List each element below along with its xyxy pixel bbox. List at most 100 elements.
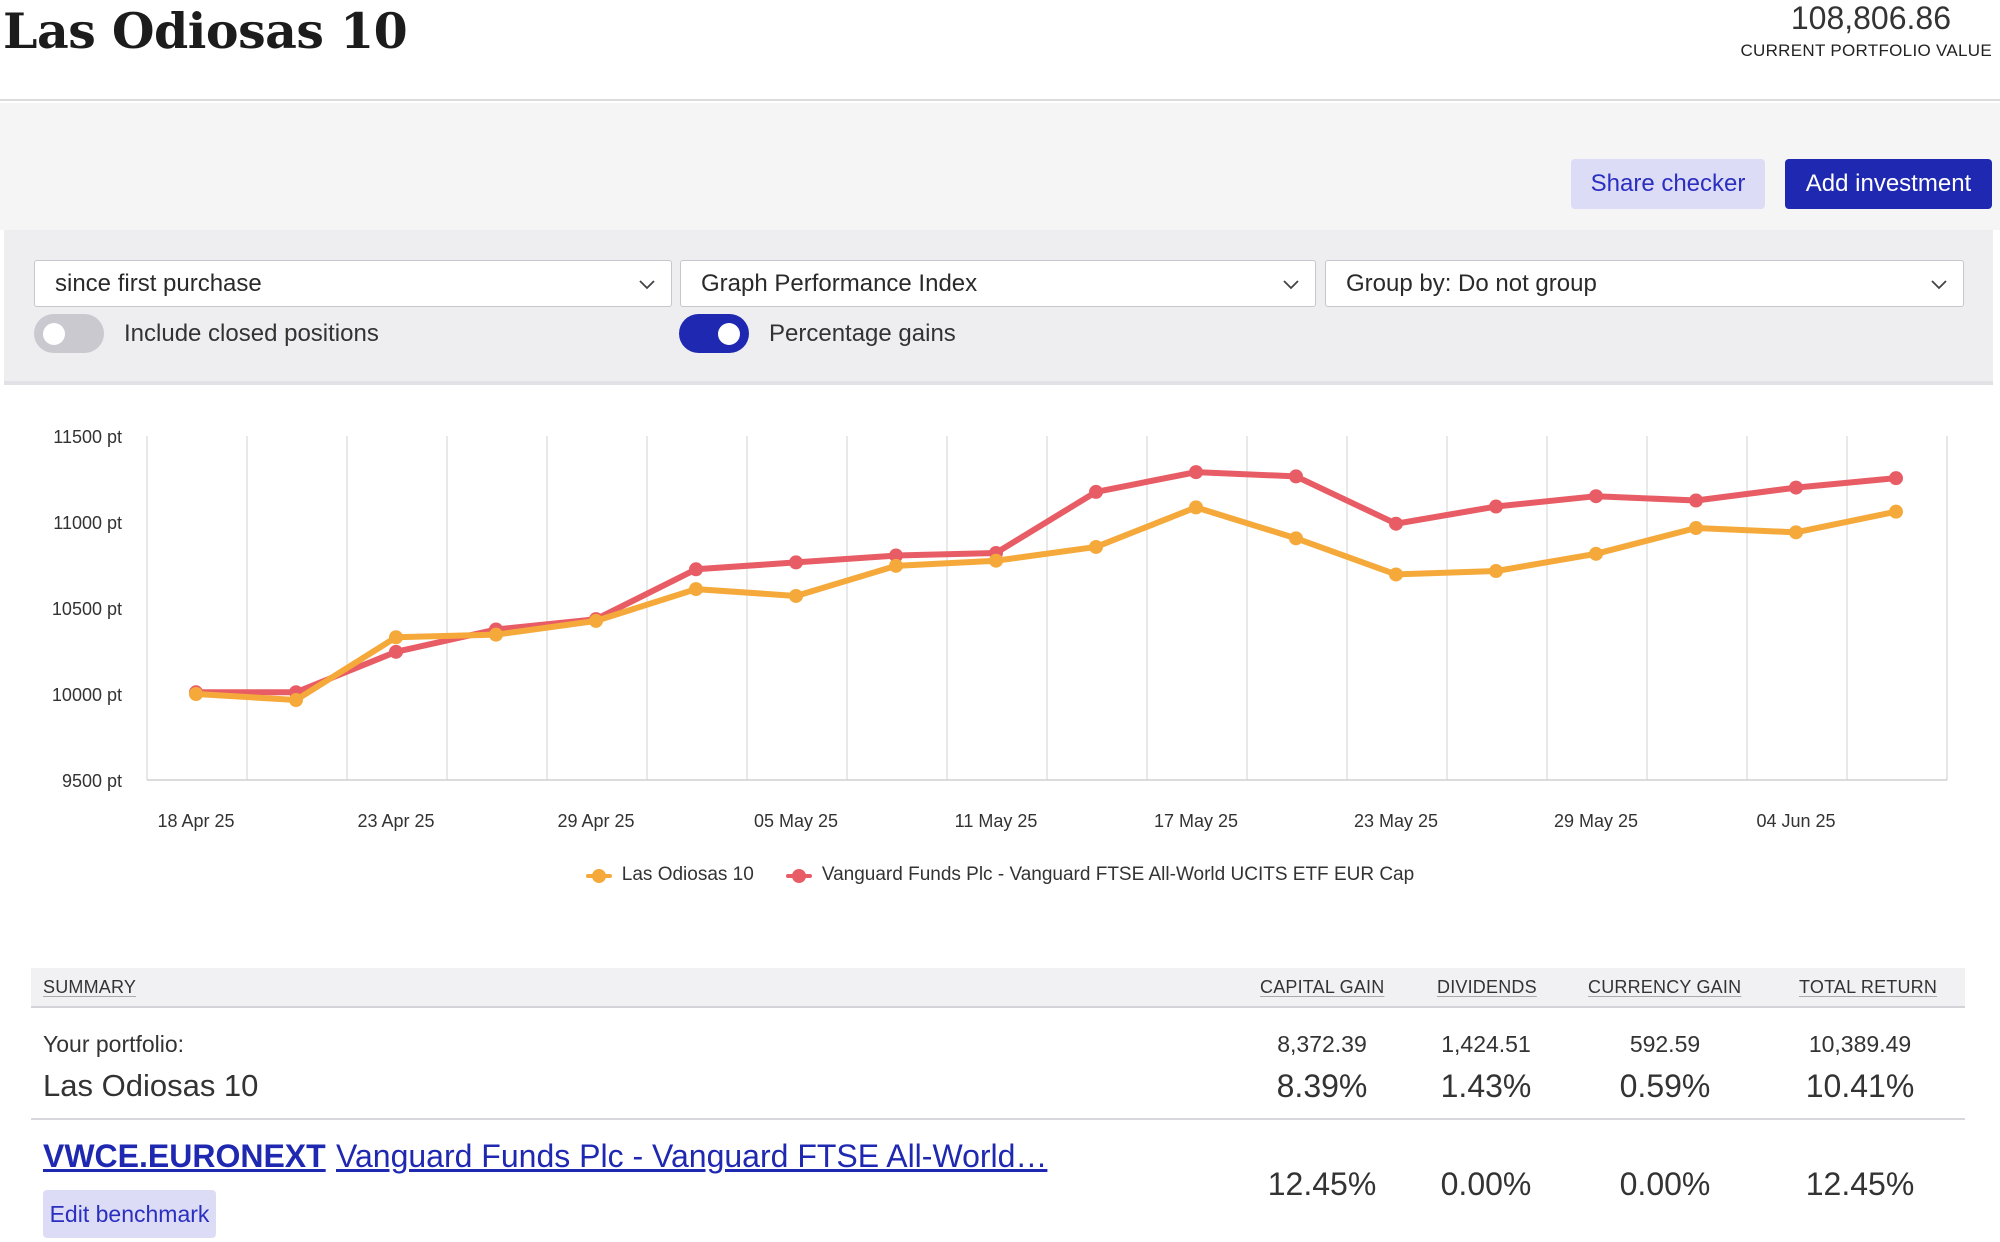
legend-item-portfolio[interactable]: Las Odiosas 10	[585, 864, 754, 886]
x-tick-label: 29 Apr 25	[557, 811, 634, 831]
header-capital-gain[interactable]: CAPITAL GAIN	[1260, 977, 1385, 997]
data-point	[1489, 564, 1503, 579]
group-by-select[interactable]: Group by: Do not group	[1325, 260, 1964, 307]
series-line-1	[193, 469, 1899, 696]
data-point	[689, 582, 703, 597]
data-point	[1889, 471, 1903, 486]
data-point	[689, 562, 703, 577]
data-point	[189, 687, 203, 701]
series-line-0	[193, 504, 1899, 704]
benchmark-dividends-pct: 0.00%	[1440, 1166, 1532, 1202]
data-point	[1889, 504, 1903, 519]
data-point	[1589, 546, 1603, 561]
chevron-down-icon	[1283, 280, 1299, 290]
data-point	[1189, 465, 1203, 480]
header-currency-gain[interactable]: CURRENCY GAIN	[1588, 977, 1742, 997]
legend-label: Vanguard Funds Plc - Vanguard FTSE All-W…	[821, 864, 1415, 885]
legend-marker	[585, 868, 612, 883]
data-point	[1389, 567, 1403, 582]
toggle-knob	[43, 323, 65, 345]
benchmark-name-link[interactable]: Vanguard Funds Plc - Vanguard FTSE All-W…	[336, 1138, 1048, 1174]
header-summary[interactable]: SUMMARY	[43, 977, 137, 997]
data-point	[1789, 525, 1803, 540]
y-tick-label: 9500 pt	[62, 771, 122, 791]
data-point	[1289, 469, 1303, 484]
data-point	[489, 627, 503, 642]
y-tick-label: 10000 pt	[52, 685, 122, 705]
benchmark-currency-gain-pct: 0.00%	[1619, 1166, 1711, 1202]
group-by-select-value: Group by: Do not group	[1346, 269, 1597, 297]
x-tick-label: 17 May 25	[1154, 811, 1238, 831]
percentage-gains-label: Percentage gains	[769, 320, 956, 347]
x-tick-label: 18 Apr 25	[157, 811, 234, 831]
currency-gain-value: 592.59	[1629, 1031, 1701, 1057]
percentage-gains-toggle[interactable]	[679, 314, 749, 353]
summary-table: SUMMARY CAPITAL GAIN DIVIDENDS CURRENCY …	[31, 968, 1965, 1242]
x-tick-label: 29 May 25	[1554, 811, 1638, 831]
graph-type-select-value: Graph Performance Index	[701, 269, 978, 297]
chevron-down-icon	[639, 280, 655, 290]
x-tick-label: 05 May 25	[754, 811, 838, 831]
add-investment-button[interactable]: Add investment	[1785, 159, 1992, 209]
data-point	[389, 644, 403, 659]
data-point	[389, 630, 403, 645]
legend-item-benchmark[interactable]: Vanguard Funds Plc - Vanguard FTSE All-W…	[785, 864, 1415, 886]
y-tick-label: 10500 pt	[52, 599, 122, 619]
dividends-value: 1,424.51	[1441, 1031, 1531, 1057]
y-tick-label: 11000 pt	[53, 513, 122, 533]
data-point	[1389, 516, 1403, 531]
edit-benchmark-button[interactable]: Edit benchmark	[43, 1190, 216, 1238]
legend-marker	[785, 868, 812, 883]
x-tick-label: 23 Apr 25	[357, 811, 434, 831]
data-point	[1689, 521, 1703, 536]
portfolio-row-label: Your portfolio:	[43, 1031, 185, 1057]
data-point	[889, 558, 903, 573]
page-title: Las Odiosas 10	[3, 2, 408, 60]
portfolio-value: 108,806.86	[1790, 0, 1951, 36]
portfolio-value-label: CURRENT PORTFOLIO VALUE	[1740, 41, 1992, 60]
period-select[interactable]: since first purchase	[34, 260, 672, 307]
data-point	[1089, 484, 1103, 499]
y-tick-label: 11500 pt	[53, 427, 122, 447]
data-point	[1189, 500, 1203, 515]
data-point	[1689, 493, 1703, 508]
page-header: Las Odiosas 10 108,806.86 CURRENT PORTFO…	[0, 0, 2000, 101]
benchmark-capital-gain-pct: 12.45%	[1267, 1166, 1377, 1202]
graph-type-select[interactable]: Graph Performance Index	[680, 260, 1316, 307]
benchmark-ticker-link[interactable]: VWCE.EURONEXT	[43, 1138, 326, 1174]
share-checker-button[interactable]: Share checker	[1571, 159, 1765, 209]
include-closed-toggle[interactable]	[34, 314, 104, 353]
total-return-value: 10,389.49	[1808, 1031, 1912, 1057]
data-point	[589, 613, 603, 628]
benchmark-total-return-pct: 12.45%	[1805, 1166, 1915, 1202]
x-tick-label: 04 Jun 25	[1756, 811, 1835, 831]
data-point	[1289, 531, 1303, 546]
data-point	[1789, 480, 1803, 495]
data-point	[289, 693, 303, 708]
dividends-pct: 1.43%	[1440, 1068, 1532, 1104]
data-point	[789, 588, 803, 603]
toggle-knob	[718, 323, 740, 345]
capital-gain-value: 8,372.39	[1277, 1031, 1367, 1057]
capital-gain-pct: 8.39%	[1276, 1068, 1368, 1104]
chart-svg: 11500 pt 11000 pt 10500 pt 10000 pt 9500 pt 1…	[52, 427, 1948, 831]
currency-gain-pct: 0.59%	[1619, 1068, 1711, 1104]
header-dividends[interactable]: DIVIDENDS	[1437, 977, 1537, 997]
data-point	[789, 555, 803, 570]
filter-panel: since first purchase Graph Performance I…	[4, 230, 1993, 385]
total-return-pct: 10.41%	[1805, 1068, 1915, 1104]
header-total-return[interactable]: TOTAL RETURN	[1799, 977, 1938, 997]
action-bar: Share checker Add investment	[0, 103, 2000, 230]
chevron-down-icon	[1931, 280, 1947, 290]
portfolio-row-name: Las Odiosas 10	[43, 1068, 259, 1103]
include-closed-label: Include closed positions	[124, 320, 379, 347]
chart-legend: Las Odiosas 10 Vanguard Funds Plc - Vang…	[0, 864, 2000, 886]
data-point	[989, 553, 1003, 568]
legend-label: Las Odiosas 10	[621, 864, 754, 885]
data-point	[889, 548, 903, 563]
x-tick-label: 11 May 25	[955, 811, 1038, 831]
period-select-value: since first purchase	[55, 269, 262, 297]
benchmark-row: VWCE.EURONEXT Vanguard Funds Plc - Vangu…	[31, 1120, 1965, 1242]
summary-header-row: SUMMARY CAPITAL GAIN DIVIDENDS CURRENCY …	[31, 968, 1965, 1008]
portfolio-row: Your portfolio: Las Odiosas 10 8,372.39 …	[31, 1008, 1965, 1120]
